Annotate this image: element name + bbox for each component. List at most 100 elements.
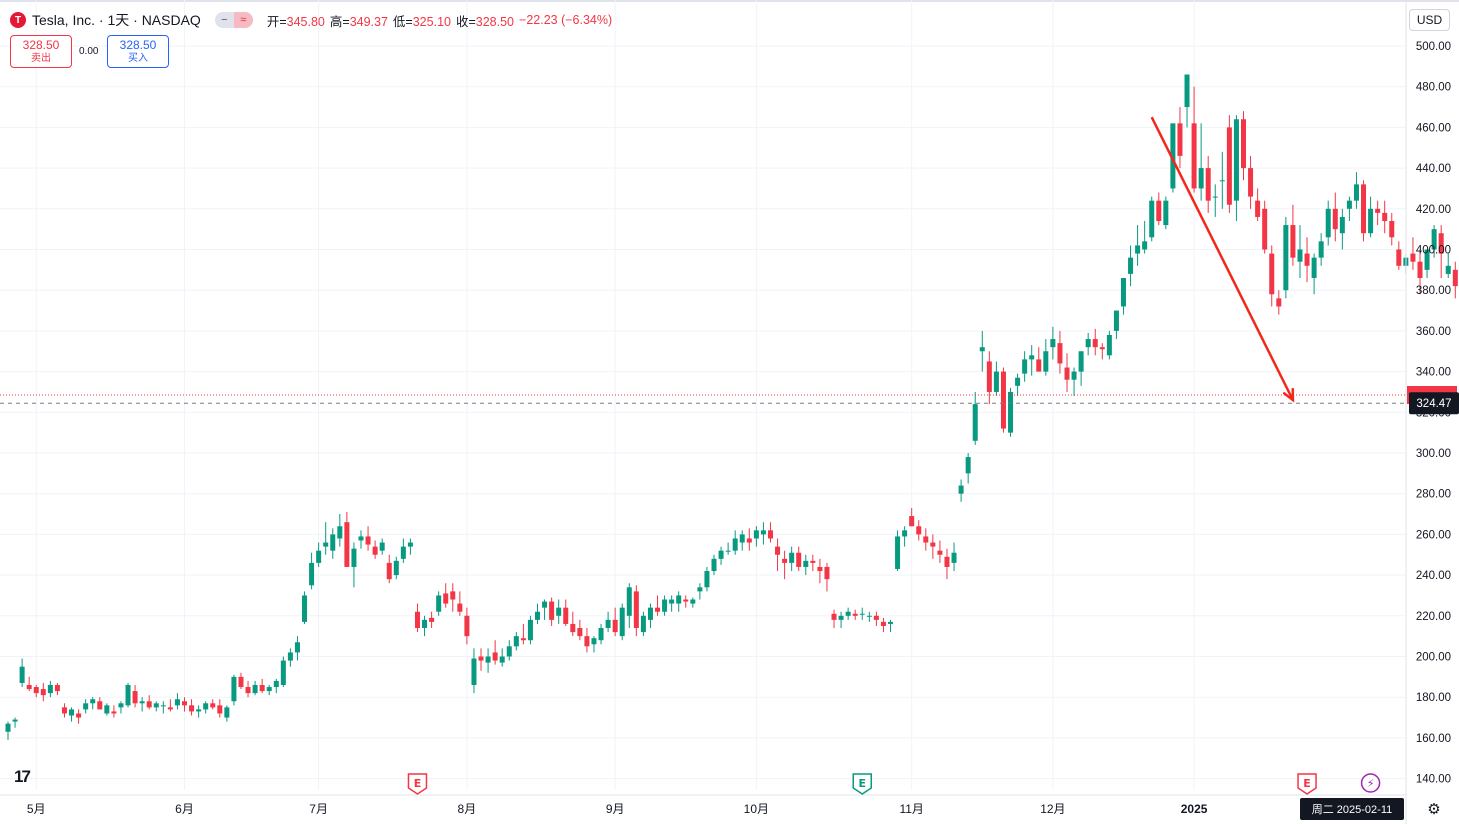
candle-body — [782, 558, 788, 563]
x-tick-label: 9月 — [606, 802, 625, 816]
candle-body — [1226, 127, 1232, 205]
candle-body — [1149, 200, 1155, 238]
candle-body — [1290, 225, 1296, 258]
candle-body — [323, 542, 329, 547]
candle-body — [344, 522, 350, 567]
candle-body — [944, 556, 950, 567]
collapse-icon[interactable]: − — [214, 12, 234, 28]
candle-body — [619, 607, 625, 637]
sell-button[interactable]: 328.50 卖出 — [10, 35, 72, 68]
candle-body — [647, 607, 653, 620]
candle-body — [1375, 208, 1381, 213]
y-tick-label: 480.00 — [1416, 82, 1451, 94]
candle-body — [767, 530, 773, 539]
candle-body — [1015, 377, 1021, 386]
candle-body — [775, 546, 781, 555]
y-tick-label: 300.00 — [1416, 448, 1451, 460]
high-value: 349.37 — [349, 14, 388, 29]
candle-body — [1170, 123, 1176, 189]
candle-body — [1410, 253, 1416, 262]
candle-body — [146, 701, 152, 708]
buy-price: 328.50 — [119, 37, 157, 52]
candle-body — [422, 619, 428, 629]
candle-body — [746, 538, 752, 543]
candle-body — [880, 621, 886, 626]
candle-body — [1205, 168, 1211, 201]
candle-body — [379, 542, 385, 551]
high-readout: 高=349.37 — [330, 11, 388, 30]
candle-body — [273, 680, 279, 688]
y-tick-label: 440.00 — [1416, 163, 1451, 175]
candle-body — [1332, 208, 1338, 230]
candle-body — [1057, 343, 1063, 364]
candle-body — [386, 562, 392, 580]
candle-body — [1113, 310, 1119, 331]
currency-button[interactable]: USD — [1409, 9, 1450, 31]
event-marker-earnings_down[interactable]: E — [407, 773, 428, 795]
candle-body — [47, 684, 53, 694]
candle-body — [633, 591, 639, 629]
sell-label: 卖出 — [31, 52, 51, 64]
buy-label: 买入 — [128, 52, 148, 64]
candle-body — [167, 707, 173, 710]
candle-body — [76, 713, 82, 718]
candle-body — [118, 703, 124, 708]
candle-body — [923, 536, 929, 543]
candle-body — [457, 603, 463, 612]
candle-body — [612, 619, 618, 633]
candle-body — [499, 656, 505, 663]
candle-body — [302, 595, 308, 622]
event-shape — [1297, 773, 1317, 795]
buy-button[interactable]: 328.50 买入 — [107, 35, 169, 68]
symbol-title[interactable]: Tesla, Inc. · 1天 · NASDAQ — [32, 12, 201, 28]
candle-body — [450, 591, 456, 600]
candle-body — [979, 347, 985, 352]
candle-body — [1219, 180, 1225, 182]
candle-body — [520, 638, 526, 641]
event-marker-earnings_up[interactable]: E — [852, 773, 873, 795]
candle-body — [866, 615, 872, 617]
candle-body — [1283, 225, 1289, 291]
candle-body — [958, 485, 964, 494]
candle-body — [732, 538, 738, 551]
candle-body — [951, 552, 957, 563]
y-tick-label: 200.00 — [1416, 652, 1451, 664]
compare-icon[interactable]: ≈ — [233, 12, 253, 28]
candle-body — [965, 457, 971, 474]
candle-body — [838, 615, 844, 620]
candle-body — [1311, 257, 1317, 278]
event-letter: ⚡ — [1367, 777, 1375, 790]
x-tick-label: 11月 — [899, 802, 923, 816]
spread-value: 0.00 — [79, 46, 99, 57]
event-marker-earnings_down[interactable]: E — [1297, 773, 1317, 795]
candle-body — [704, 571, 710, 588]
candle-body — [916, 526, 922, 535]
tradingview-logo[interactable]: 17 — [14, 767, 31, 786]
candle-body — [12, 719, 18, 722]
candle-body — [90, 699, 96, 704]
candle-body — [577, 628, 583, 637]
chart-grid — [0, 0, 1406, 790]
candle-body — [1120, 277, 1126, 307]
candle-body — [1128, 257, 1134, 274]
gear-icon[interactable]: ⚙ — [1427, 801, 1441, 818]
event-shape — [1360, 773, 1381, 793]
candle-body — [760, 530, 766, 535]
event-letter: E — [859, 777, 867, 790]
tesla-logo-icon[interactable]: T — [10, 12, 26, 28]
legend-toggle[interactable]: − ≈ — [214, 12, 253, 28]
events-layer: E E E ⚡ — [407, 773, 1381, 795]
candle-body — [605, 619, 611, 629]
candle-body — [640, 615, 646, 633]
x-tick-label: 2025 — [1181, 802, 1208, 816]
candle-body — [1389, 221, 1395, 238]
event-marker-split[interactable]: ⚡ — [1360, 773, 1381, 793]
candle-body — [895, 536, 901, 569]
candle-body — [1248, 168, 1254, 197]
candle-body — [1452, 269, 1458, 287]
candle-body — [937, 550, 943, 555]
candle-body — [485, 656, 491, 663]
candle-body — [316, 550, 322, 563]
candle-body — [718, 550, 724, 559]
